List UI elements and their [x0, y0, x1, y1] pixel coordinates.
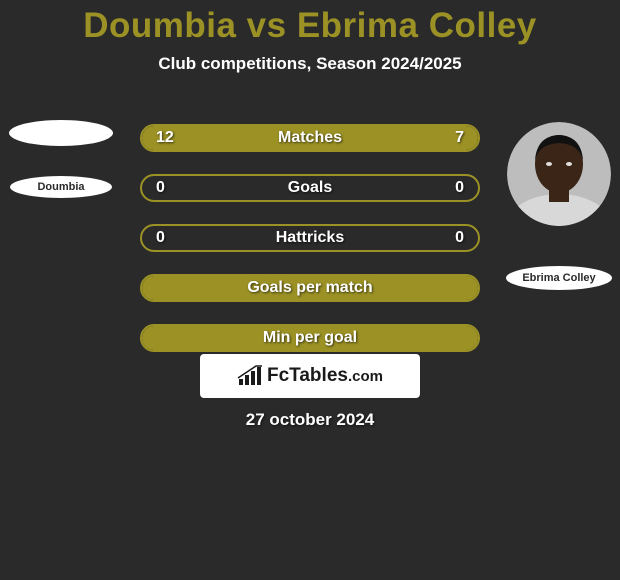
player-right-name-oval: Ebrima Colley	[506, 266, 612, 290]
stat-bar: 00Goals	[140, 174, 480, 202]
brand-text: FcTables.com	[267, 365, 383, 387]
stat-bar: 00Hattricks	[140, 224, 480, 252]
stat-label: Matches	[142, 126, 478, 150]
brand-badge: FcTables.com	[200, 354, 420, 398]
player-left-name-oval: Doumbia	[10, 176, 112, 198]
stat-label: Goals	[142, 176, 478, 200]
brand-logo-icon	[237, 365, 263, 387]
stat-label: Hattricks	[142, 226, 478, 250]
stat-bar: 127Matches	[140, 124, 480, 152]
brand-domain: .com	[348, 368, 383, 385]
player-left-avatar	[9, 120, 113, 146]
stat-bar: Goals per match	[140, 274, 480, 302]
page-subtitle: Club competitions, Season 2024/2025	[0, 54, 620, 74]
player-right-column: Ebrima Colley	[504, 122, 614, 290]
stat-label: Goals per match	[142, 276, 478, 300]
player-right-avatar	[507, 122, 611, 226]
player-left-column: Doumbia	[6, 120, 116, 198]
comparison-infographic: Doumbia vs Ebrima Colley Club competitio…	[0, 0, 620, 580]
brand-name: FcTables	[267, 365, 348, 387]
stat-label: Min per goal	[142, 326, 478, 350]
date-line: 27 october 2024	[0, 410, 620, 430]
stat-bar: Min per goal	[140, 324, 480, 352]
player-left-name: Doumbia	[37, 181, 84, 193]
page-title: Doumbia vs Ebrima Colley	[0, 0, 620, 46]
player-right-name: Ebrima Colley	[522, 272, 595, 284]
stat-bars: 127Matches 00Goals 00Hattricks Goals per ma…	[140, 124, 480, 352]
